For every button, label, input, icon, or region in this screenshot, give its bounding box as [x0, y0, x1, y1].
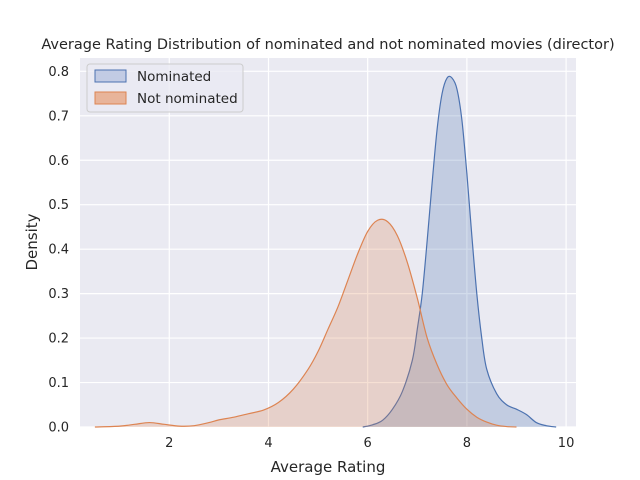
- x-tick-label: 8: [463, 436, 471, 451]
- y-tick-label: 0.0: [48, 421, 69, 436]
- y-axis-label: Density: [23, 213, 41, 270]
- x-axis-label: Average Rating: [271, 458, 386, 476]
- density-fill-not-nominated: [94, 219, 517, 427]
- x-tick-label: 6: [364, 436, 372, 451]
- y-tick-label: 0.1: [48, 376, 69, 391]
- legend-swatch-nominated: [94, 69, 127, 83]
- y-axis-ticks: 0.0 0.1 0.2 0.3 0.4 0.5 0.6 0.7 0.8: [48, 65, 69, 436]
- y-tick-label: 0.2: [48, 332, 69, 347]
- x-tick-label: 4: [264, 436, 272, 451]
- density-fill-nominated: [362, 76, 557, 428]
- density-line-nominated: [362, 75, 557, 428]
- plot-area: [80, 58, 576, 427]
- legend-swatch-not-nominated: [94, 91, 127, 105]
- y-tick-label: 0.7: [48, 109, 69, 124]
- x-axis-ticks: 2 4 6 8 10: [165, 436, 574, 451]
- chart-title: Average Rating Distribution of nominated…: [41, 37, 614, 53]
- y-tick-label: 0.3: [48, 287, 69, 302]
- y-tick-label: 0.8: [48, 65, 69, 80]
- y-tick-label: 0.6: [48, 154, 69, 169]
- y-tick-label: 0.4: [48, 243, 69, 258]
- legend-label-not-nominated: Not nominated: [137, 91, 238, 107]
- grid-lines: [80, 58, 576, 428]
- density-line-not-nominated: [94, 218, 517, 428]
- legend-label-nominated: Nominated: [137, 69, 211, 85]
- density-areas: [94, 75, 557, 428]
- legend: Nominated Not nominated: [86, 63, 244, 113]
- y-tick-label: 0.5: [48, 198, 69, 213]
- x-tick-label: 10: [558, 436, 575, 451]
- x-tick-label: 2: [165, 436, 173, 451]
